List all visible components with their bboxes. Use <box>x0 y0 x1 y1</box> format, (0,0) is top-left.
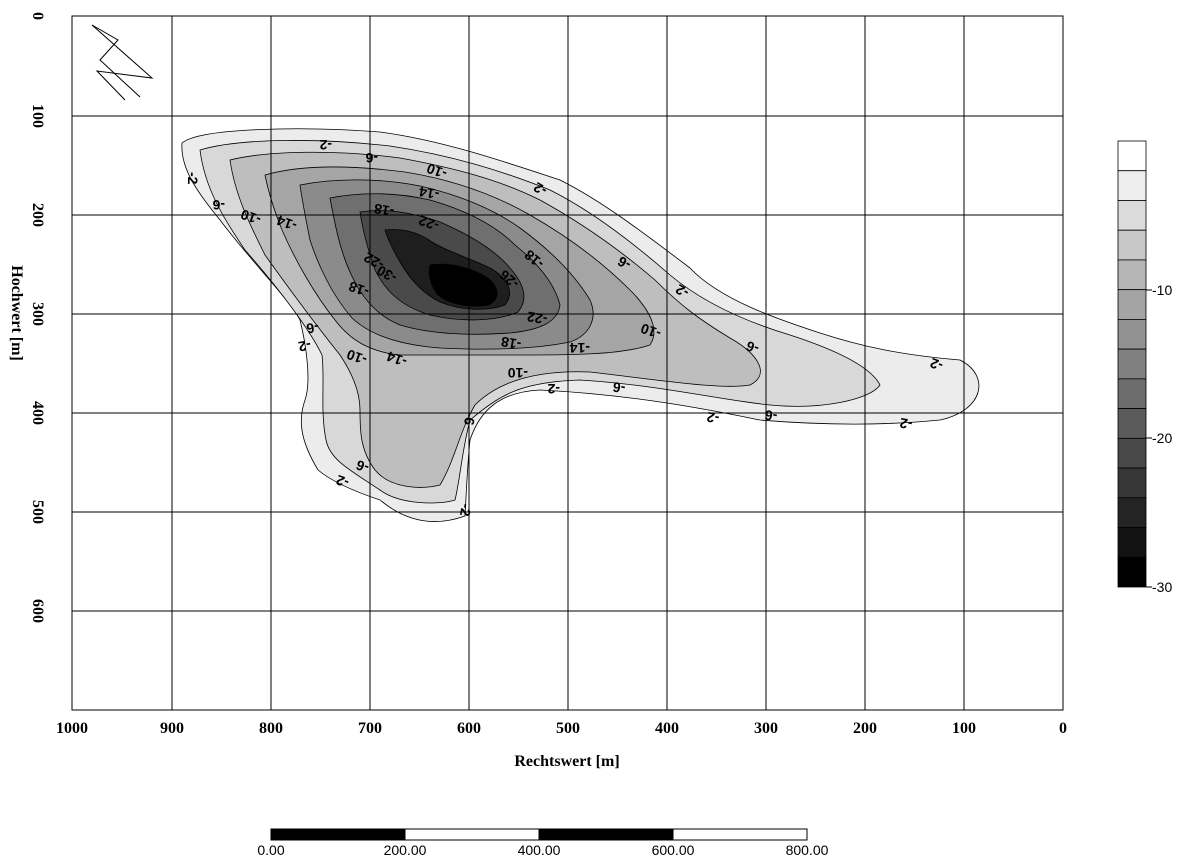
contour-labels: -2 -6 -10 -14 -2 -2 -6 -10 -14 -18 -22 -… <box>185 137 945 518</box>
x-tick-label: 500 <box>556 720 580 737</box>
legend-swatch <box>1117 437 1147 469</box>
legend-swatch <box>1117 467 1147 499</box>
x-tick-label: 600 <box>457 720 481 737</box>
legend-ticks: -10 -20 -30 <box>1146 282 1172 595</box>
y-tick-label: 0 <box>29 12 46 20</box>
x-axis: 1000 900 800 700 600 500 400 300 200 100… <box>56 720 1067 770</box>
contour-label: -10 <box>344 346 369 368</box>
y-tick-label: 300 <box>29 302 46 326</box>
scale-bar-segment <box>270 828 406 841</box>
contour-label: -2 <box>334 472 351 491</box>
y-tick-label: 600 <box>29 599 46 623</box>
contour-label: -10 <box>638 320 663 342</box>
contour-label: -2 <box>457 502 475 517</box>
y-axis-title: Hochwert [m] <box>8 265 25 361</box>
contour-label: -18 <box>500 333 523 352</box>
legend-swatch <box>1117 170 1147 201</box>
legend-swatch <box>1117 259 1147 291</box>
y-tick-label: 500 <box>29 500 46 524</box>
x-axis-title: Rechtswert [m] <box>514 753 619 770</box>
legend-swatch <box>1117 318 1147 350</box>
legend-swatch <box>1117 378 1147 410</box>
contour-label: -10 <box>424 160 449 182</box>
x-tick-label: 0 <box>1059 720 1067 737</box>
y-axis: 0 100 200 300 400 500 600 Hochwert [m] <box>8 12 46 623</box>
contour-label: -6 <box>744 338 761 357</box>
scale-bar-label: 200.00 <box>384 842 427 857</box>
y-tick-label: 100 <box>29 104 46 128</box>
legend-swatch <box>1117 289 1147 320</box>
contour-label: -10 <box>508 365 528 381</box>
contour-label: -6 <box>763 407 778 425</box>
legend-swatch <box>1117 348 1147 380</box>
y-tick-label: 400 <box>29 401 46 425</box>
contour-label: -10 <box>238 206 263 228</box>
scale-bar: 0.00 200.00 400.00 600.00 800.00 <box>257 828 829 857</box>
x-tick-label: 1000 <box>56 720 88 737</box>
scale-bar-label: 600.00 <box>652 842 695 857</box>
contour-label: -2 <box>928 355 945 374</box>
contour-label: -14 <box>274 212 299 234</box>
legend-swatch <box>1117 408 1147 439</box>
contour-label: -2 <box>705 409 720 427</box>
x-tick-label: 400 <box>655 720 679 737</box>
contour-label: -2 <box>185 172 201 185</box>
legend-swatch <box>1117 527 1147 558</box>
legend-swatch <box>1117 140 1147 172</box>
depth-layer-deepest <box>428 263 498 307</box>
contour-label: -6 <box>212 197 225 213</box>
contour-label: -2 <box>297 337 312 355</box>
scale-bar-segment <box>404 828 540 841</box>
x-tick-label: 700 <box>358 720 382 737</box>
grid <box>72 16 1063 710</box>
contour-label: -2 <box>547 381 560 397</box>
legend-swatch <box>1117 200 1147 231</box>
contour-label: -6 <box>365 150 378 166</box>
contour-label: -2 <box>319 137 332 153</box>
contour-label: -18 <box>373 200 396 219</box>
x-tick-label: 100 <box>952 720 976 737</box>
scale-bar-label: 400.00 <box>518 842 561 857</box>
legend-tick-label: -20 <box>1152 430 1172 446</box>
legend-swatch <box>1117 229 1147 261</box>
scale-bar-segment <box>672 828 808 841</box>
legend-tick-label: -10 <box>1152 282 1172 298</box>
contour-label: -6 <box>354 457 371 476</box>
x-tick-label: 200 <box>853 720 877 737</box>
scale-bar-segment <box>538 828 674 841</box>
contour-label: -14 <box>570 340 590 356</box>
x-tick-label: 300 <box>754 720 778 737</box>
contour-label: -6 <box>611 379 626 397</box>
legend-tick-label: -30 <box>1152 579 1172 595</box>
scale-bar-label: 0.00 <box>257 842 284 857</box>
x-tick-label: 900 <box>160 720 184 737</box>
contour-label: -22 <box>526 308 549 327</box>
contour-label: -6 <box>461 411 479 426</box>
contour-label: -14 <box>418 183 441 202</box>
contour-label: -2 <box>898 415 913 433</box>
y-tick-label: 200 <box>29 203 46 227</box>
legend-colorbar <box>1117 140 1147 588</box>
legend-swatch <box>1117 556 1147 588</box>
x-tick-label: 800 <box>259 720 283 737</box>
contour-label: -18 <box>346 278 371 300</box>
contour-label: -22 <box>416 212 441 234</box>
contour-label: -6 <box>305 319 320 337</box>
scale-bar-label: 800.00 <box>786 842 829 857</box>
north-arrow-icon <box>91 24 154 101</box>
contour-label: -14 <box>384 348 409 370</box>
legend-swatch <box>1117 497 1147 528</box>
